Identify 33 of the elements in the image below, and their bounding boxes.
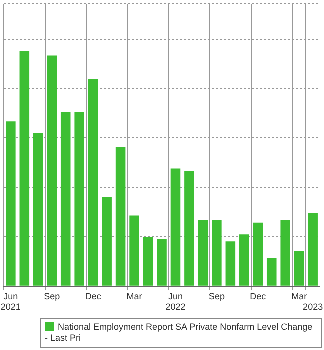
bar [226, 242, 236, 286]
bar [20, 51, 30, 286]
bar [34, 133, 44, 286]
bar [212, 220, 222, 286]
bar [143, 236, 154, 286]
bar [74, 112, 84, 286]
bar [60, 112, 71, 286]
legend-label: National Employment Report SA Private Nonfarm Level Change - Last Pri [45, 322, 313, 343]
bar [116, 148, 126, 286]
bar [308, 213, 318, 286]
bar [184, 171, 194, 286]
x-tick-label: Dec [250, 291, 267, 302]
bar [47, 56, 58, 286]
x-tick-label: Sep [208, 291, 225, 302]
x-tick-label: Dec [85, 291, 102, 302]
bar [88, 79, 98, 286]
bar [157, 239, 167, 286]
x-tick-label: Mar [126, 291, 142, 302]
bar [130, 216, 140, 286]
bar [280, 220, 290, 286]
bar [170, 168, 181, 286]
x-tick-label: Jun 2022 [166, 291, 186, 312]
bar [294, 251, 304, 286]
bar [102, 196, 112, 286]
bar [266, 258, 277, 286]
x-tick-label: Mar [292, 291, 308, 302]
x-tick-label: Sep [44, 291, 60, 302]
bar [6, 122, 16, 286]
bar [240, 234, 250, 286]
x-tick-label: Jun 2021 [0, 291, 21, 312]
x-tick-label: 2023 [303, 302, 324, 312]
bar [198, 220, 208, 286]
bar [253, 222, 264, 286]
